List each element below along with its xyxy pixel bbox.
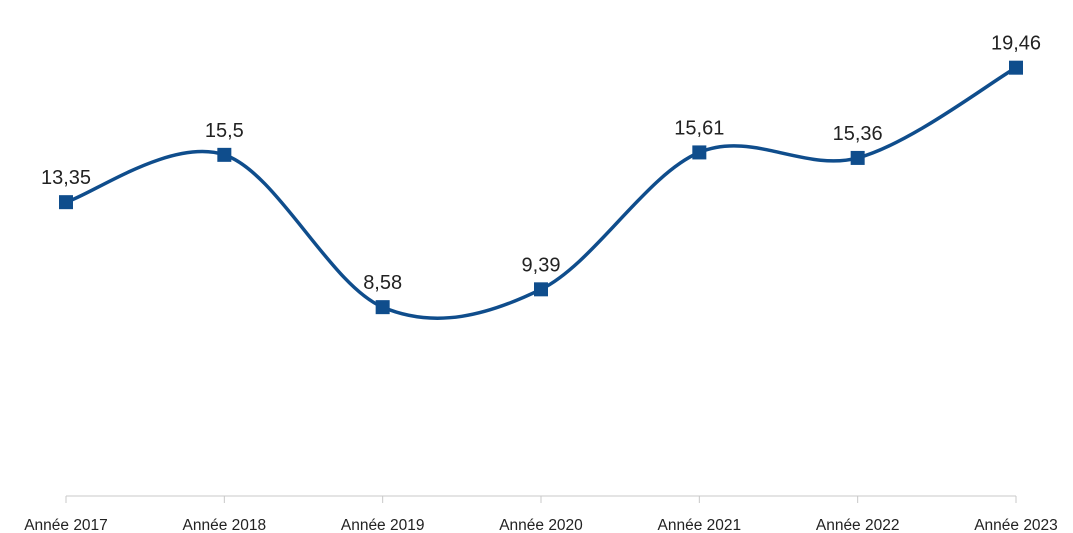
data-point-marker	[692, 145, 707, 160]
series-markers	[59, 60, 1023, 315]
data-point-marker	[375, 300, 390, 315]
x-tick-label: Année 2023	[974, 517, 1058, 533]
series-line	[65, 66, 1017, 320]
data-point-marker	[534, 282, 548, 297]
data-point-marker	[217, 147, 232, 162]
series-line-layer	[65, 66, 1017, 320]
data-label: 15,5	[205, 120, 244, 142]
data-label: 15,36	[833, 123, 883, 145]
data-label: 8,58	[363, 272, 402, 294]
x-tick-label: Année 2017	[24, 517, 108, 533]
x-tick-label: Année 2018	[183, 517, 267, 533]
data-label: 9,39	[522, 254, 561, 276]
x-tick-labels: Année 2017 Année 2018 Année 2019 Année 2020…	[24, 517, 1058, 533]
data-labels: 13,35 15,5 8,58 9,39 15,61 15,36 19,46	[41, 33, 1041, 294]
x-tick-label: Année 2021	[658, 517, 742, 533]
data-label: 19,46	[991, 33, 1041, 55]
x-tick-label: Année 2020	[499, 517, 583, 533]
data-point-marker	[850, 150, 865, 165]
x-tick-label: Année 2022	[816, 517, 900, 533]
data-point-marker	[1009, 60, 1023, 75]
x-tick-label: Année 2019	[341, 517, 425, 533]
x-axis	[65, 495, 1017, 503]
data-label: 15,61	[674, 117, 724, 139]
data-point-marker	[59, 195, 73, 210]
data-label: 13,35	[41, 167, 91, 189]
